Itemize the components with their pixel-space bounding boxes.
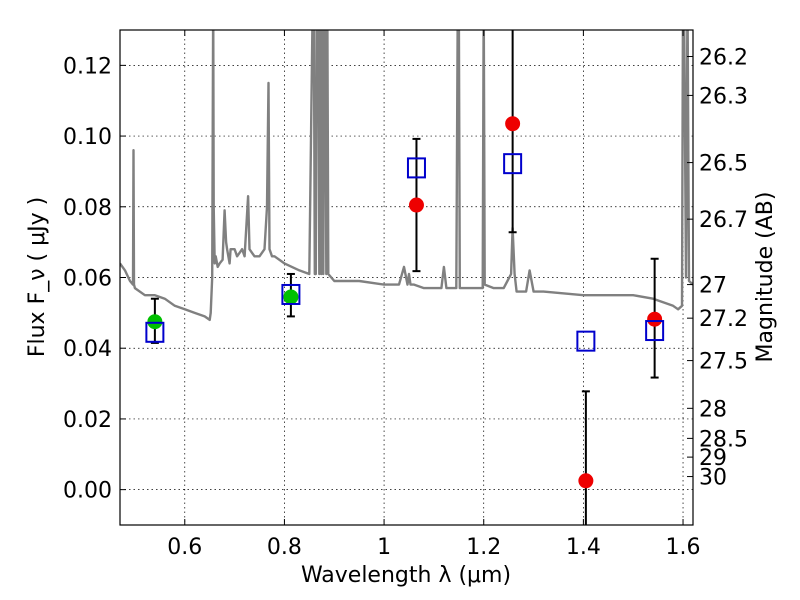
model-photometry-square bbox=[145, 321, 165, 343]
y2-tick-label: 26.3 bbox=[699, 84, 748, 109]
x-tick-label: 1 bbox=[377, 535, 391, 560]
sed-model-line bbox=[120, 30, 693, 322]
y2-tick-label: 30 bbox=[699, 466, 727, 491]
y2-axis-title: Magnitude (AB) bbox=[753, 192, 778, 363]
observed-point bbox=[147, 314, 163, 330]
error-bars bbox=[150, 30, 659, 525]
y-tick-label: 0.10 bbox=[63, 125, 112, 150]
observed-point bbox=[647, 311, 663, 327]
observed-point bbox=[578, 473, 594, 489]
y2-tick-label: 27 bbox=[699, 274, 727, 299]
y2-tick-label: 26.7 bbox=[699, 208, 748, 233]
y-axis-title: Flux F_ν ( μJy ) bbox=[25, 197, 50, 357]
x-tick-label: 1.2 bbox=[466, 535, 501, 560]
y-tick-label: 0.06 bbox=[63, 267, 112, 292]
x-tick-label: 0.8 bbox=[267, 535, 302, 560]
y-tick-label: 0.04 bbox=[63, 337, 112, 362]
y-tick-label: 0.02 bbox=[63, 408, 112, 433]
y2-tick-label: 28.5 bbox=[699, 427, 748, 452]
observed-point bbox=[408, 197, 424, 213]
y2-tick-label: 26.5 bbox=[699, 152, 748, 177]
y2-tick-label: 26.2 bbox=[699, 46, 748, 71]
model-photometry-square bbox=[406, 157, 426, 179]
y2-tick-label: 29 bbox=[699, 446, 727, 471]
y-tick-label: 0.08 bbox=[63, 196, 112, 221]
axis-ticks bbox=[120, 30, 693, 525]
model-photometry-square bbox=[576, 330, 596, 352]
y2-tick-label: 27.5 bbox=[699, 350, 748, 375]
observed-point bbox=[505, 116, 521, 132]
y2-tick-label: 27.2 bbox=[699, 307, 748, 332]
y-tick-label: 0.12 bbox=[63, 54, 112, 79]
tick-labels: 0.6 0.8 1 1.2 1.4 1.6 0.00 0.02 0.04 0.06 0.08 0.10… bbox=[63, 46, 748, 560]
sed-curve-group bbox=[120, 30, 693, 322]
x-axis-title: Wavelength λ (μm) bbox=[301, 563, 511, 588]
x-tick-label: 1.6 bbox=[666, 535, 701, 560]
model-photometry-square bbox=[645, 320, 665, 342]
observed-point bbox=[283, 289, 299, 305]
y-tick-label: 0.00 bbox=[63, 479, 112, 504]
data-markers bbox=[145, 116, 665, 489]
x-tick-label: 1.4 bbox=[566, 535, 601, 560]
y2-tick-label: 28 bbox=[699, 397, 727, 422]
x-tick-label: 0.6 bbox=[167, 535, 202, 560]
model-photometry-square bbox=[503, 153, 523, 175]
model-photometry-square bbox=[281, 283, 301, 305]
